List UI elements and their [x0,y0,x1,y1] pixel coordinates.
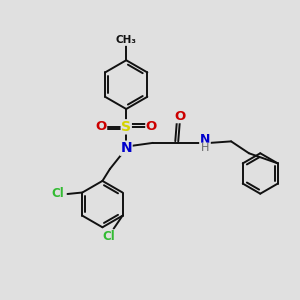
Text: Cl: Cl [102,230,115,243]
Text: Cl: Cl [51,188,64,200]
Text: N: N [120,141,132,155]
Text: O: O [146,120,157,133]
Text: O: O [95,120,106,133]
Text: S: S [121,120,131,134]
Text: H: H [201,143,209,153]
Text: N: N [200,133,210,146]
Text: O: O [174,110,185,123]
Text: CH₃: CH₃ [116,35,137,45]
